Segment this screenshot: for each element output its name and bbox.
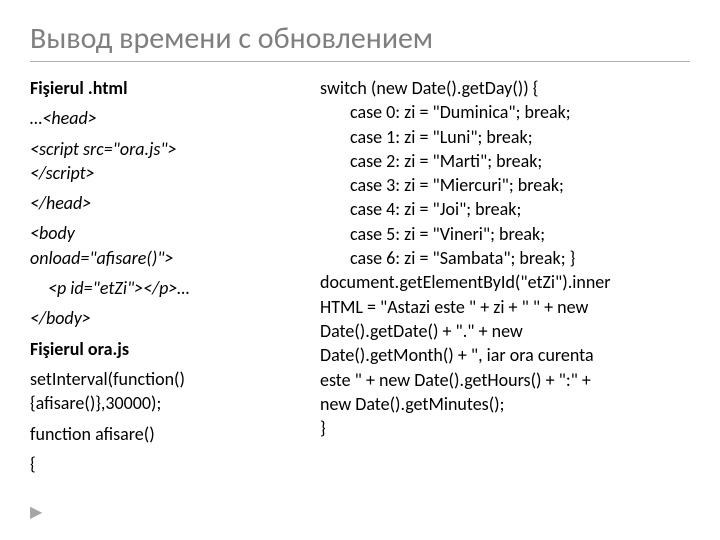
code-line: } <box>320 416 690 440</box>
content-columns: Fişierul .html …<head> <script src="ora.… <box>30 76 690 482</box>
footer-arrow-icon: ▶ <box>30 502 42 522</box>
code-line: HTML = "Astazi este " + zi + " " + new <box>320 295 690 319</box>
code-text: <script src="ora.js"> <box>30 137 300 161</box>
code-line: </head> <box>30 191 300 215</box>
code-text: </script> <box>30 161 300 185</box>
code-line: case 5: zi = "Vineri"; break; <box>320 222 690 246</box>
code-line: Date().getMonth() + ", iar ora curenta <box>320 343 690 367</box>
code-line: <p id="etZi"></p>… <box>30 276 300 300</box>
code-line: new Date().getMinutes(); <box>320 392 690 416</box>
code-line: <script src="ora.js"> </script> <box>30 137 300 186</box>
code-line: switch (new Date().getDay()) { <box>320 76 690 100</box>
slide: Вывод времени с обновлением Fişierul .ht… <box>0 0 720 540</box>
code-line: document.getElementById("etZi").inner <box>320 270 690 294</box>
code-line: este " + new Date().getHours() + ":" + <box>320 368 690 392</box>
code-line: { <box>30 452 300 476</box>
right-column: switch (new Date().getDay()) { case 0: z… <box>320 76 690 482</box>
code-text: <body <box>30 221 300 245</box>
left-heading-1: Fişierul .html <box>30 76 300 100</box>
code-line: case 3: zi = "Miercuri"; break; <box>320 173 690 197</box>
code-line: case 2: zi = "Marti"; break; <box>320 149 690 173</box>
code-line: </body> <box>30 306 300 330</box>
code-line: <body onload="afisare()"> <box>30 221 300 270</box>
code-line: setInterval(function(){afisare()},30000)… <box>30 367 300 416</box>
code-line: Date().getDate() + "." + new <box>320 319 690 343</box>
code-line: case 0: zi = "Duminica"; break; <box>320 100 690 124</box>
slide-title: Вывод времени с обновлением <box>30 20 690 62</box>
code-line: case 1: zi = "Luni"; break; <box>320 125 690 149</box>
code-line: …<head> <box>30 106 300 130</box>
code-text: onload="afisare()"> <box>30 246 300 270</box>
code-line: function afisare() <box>30 422 300 446</box>
code-line: case 4: zi = "Joi"; break; <box>320 197 690 221</box>
code-line: case 6: zi = "Sambata"; break; } <box>320 246 690 270</box>
left-heading-2: Fişierul ora.js <box>30 337 300 361</box>
left-column: Fişierul .html …<head> <script src="ora.… <box>30 76 300 482</box>
